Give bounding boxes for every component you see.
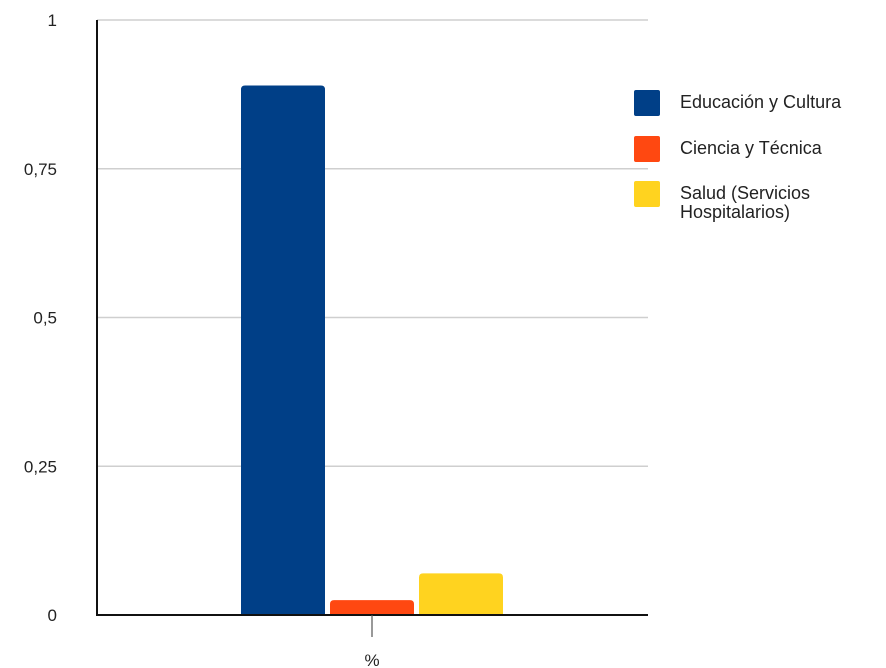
- x-tick-label: %: [364, 651, 379, 668]
- bars: [241, 85, 503, 615]
- legend-label-line: Ciencia y Técnica: [680, 138, 823, 158]
- gridlines: [97, 19, 648, 467]
- y-tick-label: 0: [48, 606, 57, 625]
- axes: 0 0,25 0,5 0,75 1%: [24, 11, 648, 668]
- legend-swatch: [634, 90, 660, 116]
- legend-label: Ciencia y Técnica: [680, 138, 823, 158]
- legend: Educación y Cultura Ciencia y Técnica Salu…: [634, 90, 842, 222]
- legend-label-line: Educación y Cultura: [680, 92, 842, 112]
- y-tick-label: 1: [48, 11, 57, 30]
- bar-ciencia-y-t-cnica: [330, 600, 414, 615]
- y-tick-label: 0,25: [24, 457, 57, 476]
- y-tick-label: 0,5: [33, 309, 57, 328]
- bar-salud-servicios-hospitalarios: [419, 573, 503, 615]
- legend-label: Educación y Cultura: [680, 92, 842, 112]
- legend-swatch: [634, 136, 660, 162]
- legend-swatch: [634, 181, 660, 207]
- legend-label-line: Salud (Servicios: [680, 183, 810, 203]
- bar-educaci-n-y-cultura: [241, 85, 325, 615]
- legend-label: Salud (Servicios Hospitalarios): [680, 183, 810, 222]
- legend-label-line: Hospitalarios): [680, 202, 790, 222]
- y-tick-label: 0,75: [24, 160, 57, 179]
